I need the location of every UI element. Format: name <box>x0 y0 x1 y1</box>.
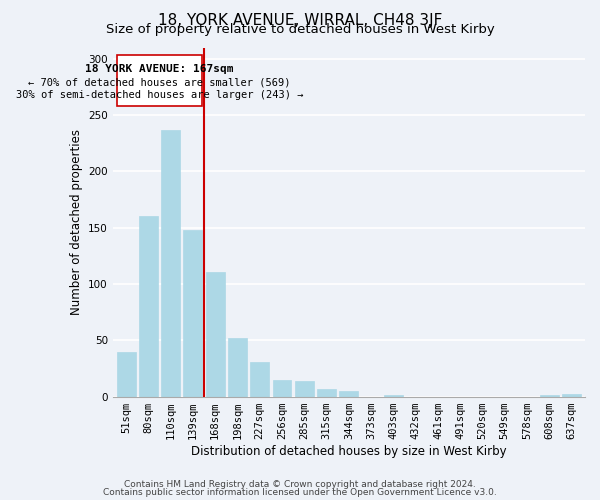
Bar <box>184 230 202 396</box>
Bar <box>317 388 336 396</box>
Text: 18, YORK AVENUE, WIRRAL, CH48 3JF: 18, YORK AVENUE, WIRRAL, CH48 3JF <box>158 12 442 28</box>
Bar <box>116 56 202 106</box>
Bar <box>139 216 158 396</box>
Bar <box>295 381 314 396</box>
Text: Contains public sector information licensed under the Open Government Licence v3: Contains public sector information licen… <box>103 488 497 497</box>
Bar <box>340 391 358 396</box>
Bar <box>250 362 269 396</box>
Bar <box>562 394 581 396</box>
Text: 18 YORK AVENUE: 167sqm: 18 YORK AVENUE: 167sqm <box>85 64 234 74</box>
X-axis label: Distribution of detached houses by size in West Kirby: Distribution of detached houses by size … <box>191 444 506 458</box>
Bar <box>161 130 180 396</box>
Text: Size of property relative to detached houses in West Kirby: Size of property relative to detached ho… <box>106 22 494 36</box>
Y-axis label: Number of detached properties: Number of detached properties <box>70 129 83 315</box>
Text: ← 70% of detached houses are smaller (569): ← 70% of detached houses are smaller (56… <box>28 78 291 88</box>
Bar <box>228 338 247 396</box>
Text: Contains HM Land Registry data © Crown copyright and database right 2024.: Contains HM Land Registry data © Crown c… <box>124 480 476 489</box>
Bar <box>272 380 292 396</box>
Text: 30% of semi-detached houses are larger (243) →: 30% of semi-detached houses are larger (… <box>16 90 303 101</box>
Bar <box>206 272 224 396</box>
Bar <box>116 352 136 397</box>
